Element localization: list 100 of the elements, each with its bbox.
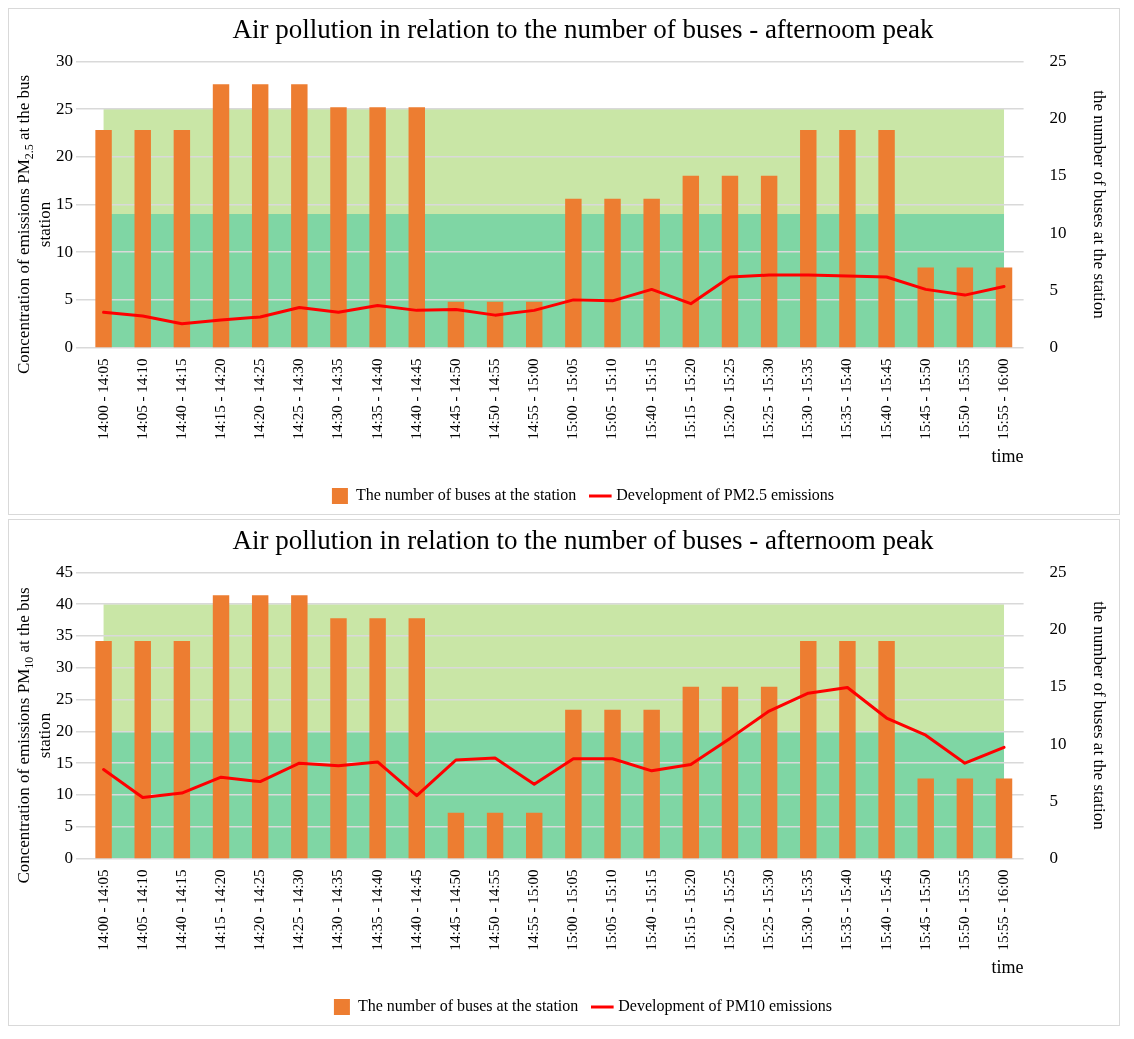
x-tick-label: 14:15 - 14:20 — [211, 358, 228, 440]
bar — [682, 686, 700, 859]
bar — [682, 175, 700, 348]
text: Concentration of emissions PM2.5 at the bus station — [13, 74, 55, 375]
x-axis-title: time — [991, 956, 1024, 977]
x-tick-label: 14:40 - 14:15 — [172, 869, 189, 951]
x-tick-label: 14:00 - 14:05 — [94, 869, 111, 951]
x-tick-label: 15:20 - 15:25 — [720, 358, 737, 440]
bar — [212, 595, 230, 859]
bar — [839, 641, 856, 859]
bar — [956, 778, 974, 859]
bar — [643, 709, 660, 859]
x-tick-label: 15:40 - 15:15 — [642, 358, 659, 440]
bar — [330, 107, 347, 348]
x-tick-label: 15:15 - 15:20 — [681, 869, 698, 951]
y-tick-label: 0 — [64, 337, 73, 357]
x-tick-label: 14:05 - 14:10 — [133, 869, 150, 951]
x-tick-label: 14:40 - 14:45 — [407, 358, 424, 440]
x-tick-label: 15:00 - 15:05 — [564, 358, 581, 440]
x-tick-label: 15:25 - 15:30 — [760, 358, 777, 440]
y-tick-label: 30 — [56, 657, 73, 677]
bar — [565, 198, 582, 348]
bar — [760, 175, 778, 348]
bar — [917, 267, 934, 348]
x-tick-label: 15:40 - 15:45 — [877, 358, 894, 440]
bar — [95, 641, 112, 859]
x-tick-label: 14:25 - 14:30 — [290, 869, 307, 951]
y-tick-label: 0 — [64, 848, 73, 868]
bar — [251, 84, 269, 348]
x-tick-label: 14:20 - 14:25 — [251, 358, 268, 440]
bar — [173, 130, 191, 348]
x-tick-label: 15:25 - 15:30 — [760, 869, 777, 951]
x-tick-label: 14:55 - 15:00 — [525, 869, 542, 951]
y2-tick-label: 25 — [1049, 50, 1067, 70]
bar — [212, 84, 230, 348]
bar — [369, 107, 386, 348]
bar — [604, 198, 621, 348]
y2-tick-label: 15 — [1049, 165, 1067, 185]
y-tick-label: 25 — [56, 689, 73, 709]
x-tick-label: 15:20 - 15:25 — [720, 869, 737, 951]
x-tick-label: 15:05 - 15:10 — [603, 358, 620, 440]
x-tick-label: 15:40 - 15:45 — [877, 869, 894, 951]
x-tick-label: 14:05 - 14:10 — [133, 358, 150, 440]
bar — [408, 618, 425, 859]
y-tick-label: 40 — [56, 593, 73, 613]
y2-tick-label: 5 — [1049, 790, 1059, 810]
x-tick-label: 15:50 - 15:55 — [955, 869, 972, 951]
x-tick-label: 14:30 - 14:35 — [329, 869, 346, 951]
x-tick-label: 14:55 - 15:00 — [525, 358, 542, 440]
x-tick-label: 14:50 - 14:55 — [486, 358, 503, 440]
x-tick-label: 15:35 - 15:40 — [838, 869, 855, 951]
bar — [330, 618, 347, 859]
y-tick-label: 25 — [56, 98, 73, 118]
bar — [995, 267, 1013, 348]
x-tick-label: 14:00 - 14:05 — [94, 358, 111, 440]
bar — [291, 84, 308, 348]
bar — [604, 709, 621, 859]
y-tick-label: 10 — [56, 241, 73, 261]
legend-label: The number of buses at the station — [357, 997, 579, 1015]
y-tick-label: 30 — [56, 50, 73, 70]
x-tick-label: 14:25 - 14:30 — [290, 358, 307, 440]
x-tick-label: 14:15 - 14:20 — [211, 869, 228, 951]
y-tick-label: 10 — [56, 784, 73, 804]
x-tick-label: 15:50 - 15:55 — [955, 358, 972, 440]
bar — [643, 198, 660, 348]
bar — [486, 812, 504, 859]
y2-tick-label: 20 — [1049, 108, 1067, 128]
y-tick-label: 15 — [56, 752, 73, 772]
y2-tick-label: 5 — [1049, 279, 1059, 299]
y2-axis-title: the number of buses at the station — [1090, 601, 1110, 831]
y2-tick-label: 15 — [1049, 676, 1067, 696]
y-tick-label: 20 — [56, 720, 73, 740]
x-tick-label: 15:45 - 15:50 — [916, 358, 933, 440]
x-tick-label: 15:45 - 15:50 — [916, 869, 933, 951]
bar — [878, 130, 895, 348]
x-tick-label: 14:40 - 14:45 — [407, 869, 424, 951]
x-tick-label: 14:30 - 14:35 — [329, 358, 346, 440]
text: Concentration of emissions PM10 at the bus station — [13, 587, 55, 884]
bar — [878, 641, 895, 859]
x-tick-label: 15:40 - 15:15 — [642, 869, 659, 951]
bar — [800, 130, 817, 348]
x-tick-label: 15:05 - 15:10 — [603, 869, 620, 951]
y2-tick-label: 10 — [1049, 222, 1067, 242]
x-axis-title: time — [991, 445, 1024, 466]
bar — [995, 778, 1013, 859]
y-tick-label: 45 — [56, 561, 73, 581]
y-tick-label: 20 — [56, 146, 73, 166]
y2-tick-label: 0 — [1049, 337, 1059, 357]
x-tick-label: 14:45 - 14:50 — [446, 358, 463, 440]
y2-tick-label: 0 — [1049, 848, 1059, 868]
bar — [800, 641, 817, 859]
x-tick-label: 15:30 - 15:35 — [799, 358, 816, 440]
bar — [134, 130, 151, 348]
bar — [447, 812, 465, 859]
x-tick-label: 14:20 - 14:25 — [251, 869, 268, 951]
bar — [917, 778, 934, 859]
chart-title: Air pollution in relation to the number of buses - afternoom peak — [232, 525, 935, 556]
bar — [95, 130, 112, 348]
bar — [721, 175, 739, 348]
x-tick-label: 15:30 - 15:35 — [799, 869, 816, 951]
